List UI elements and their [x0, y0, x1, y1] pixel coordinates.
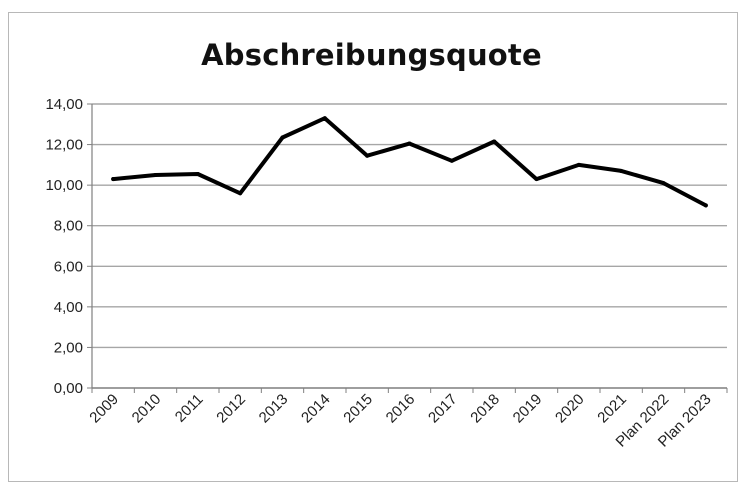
x-tick-label: 2021 — [594, 391, 630, 427]
y-tick-label: 14,00 — [45, 96, 83, 113]
data-point — [661, 181, 666, 186]
y-tick-label: 12,00 — [45, 137, 83, 154]
x-tick-label: 2020 — [552, 391, 588, 427]
data-point — [534, 177, 539, 182]
data-point — [449, 158, 454, 163]
y-tick-label: 8,00 — [54, 218, 83, 235]
x-tick-label: 2010 — [129, 391, 165, 427]
data-point — [280, 135, 285, 140]
x-axis: 2009 2010 2011 2012 2013 2014 2015 2016 2017 2018… — [86, 387, 728, 451]
x-tick-label: 2015 — [340, 391, 376, 427]
chart-frame — [8, 12, 738, 482]
data-point — [111, 177, 116, 182]
y-tick-label: 6,00 — [54, 258, 83, 275]
data-point — [153, 173, 158, 177]
x-tick-label: 2011 — [172, 391, 207, 426]
y-tick-label: 2,00 — [54, 339, 83, 356]
data-point — [365, 153, 370, 158]
data-point — [703, 203, 708, 208]
y-tick-label: 0,00 — [54, 380, 83, 397]
y-tick-label: 4,00 — [54, 299, 83, 316]
x-tick-label: 2009 — [86, 391, 122, 427]
x-tick-label: 2014 — [298, 391, 334, 427]
data-point — [407, 141, 412, 146]
series-line — [111, 116, 708, 208]
data-point — [322, 116, 327, 121]
x-tick-label: 2018 — [467, 391, 503, 427]
chart-title: Abschreibungsquote — [201, 38, 542, 72]
data-point — [195, 171, 200, 176]
data-point — [238, 191, 243, 196]
data-point — [619, 168, 624, 173]
series-layer — [111, 116, 708, 208]
x-tick-label: 2012 — [213, 391, 249, 427]
data-point — [492, 139, 497, 144]
x-tick-label: 2017 — [425, 391, 461, 427]
data-point — [576, 162, 581, 167]
y-tick-label: 10,00 — [45, 177, 83, 194]
y-axis: 0,00 2,00 4,00 6,00 8,00 10,00 12,00 14,00 — [45, 96, 93, 397]
x-tick-label: 2016 — [383, 391, 419, 427]
x-tick-label: 2013 — [256, 391, 292, 427]
gridlines — [92, 103, 727, 389]
x-tick-label: 2019 — [510, 391, 546, 427]
